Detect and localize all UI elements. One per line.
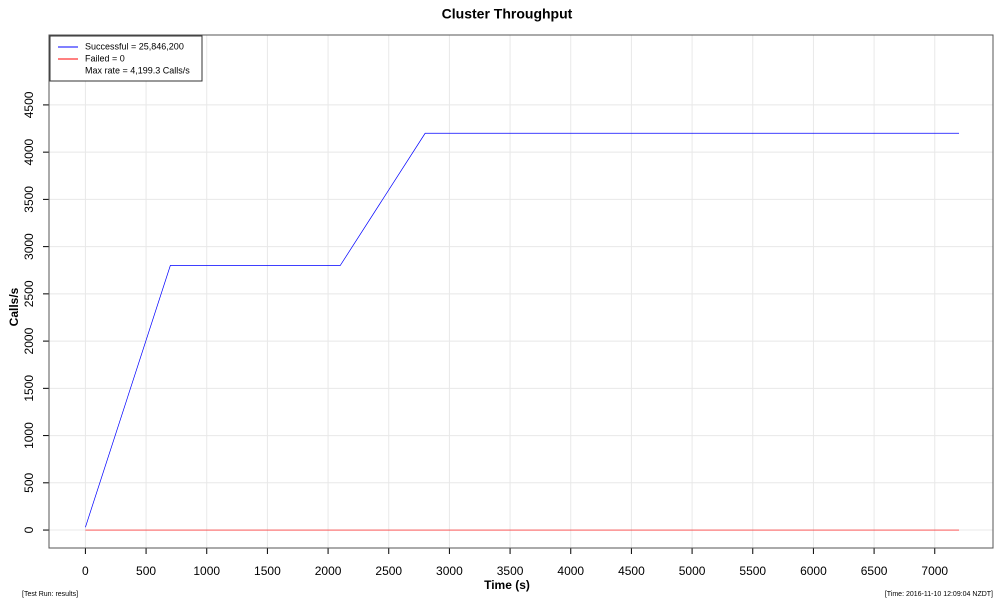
x-tick-label: 7000 bbox=[921, 564, 948, 578]
x-tick-label: 500 bbox=[136, 564, 156, 578]
y-tick-label: 2000 bbox=[22, 327, 36, 354]
x-tick-label: 4000 bbox=[557, 564, 584, 578]
x-tick-label: 6500 bbox=[861, 564, 888, 578]
y-tick-label: 3000 bbox=[22, 233, 36, 260]
chart-title: Cluster Throughput bbox=[442, 6, 573, 22]
y-tick-label: 3500 bbox=[22, 186, 36, 213]
legend-annotation: Max rate = 4,199.3 Calls/s bbox=[85, 65, 190, 75]
x-tick-label: 1000 bbox=[193, 564, 220, 578]
y-tick-label: 1500 bbox=[22, 375, 36, 402]
x-tick-label: 2000 bbox=[315, 564, 342, 578]
y-tick-label: 4000 bbox=[22, 138, 36, 165]
x-tick-label: 6000 bbox=[800, 564, 827, 578]
legend: Successful = 25,846,200 Failed = 0 Max rat… bbox=[49, 35, 203, 82]
x-tick-label: 3500 bbox=[497, 564, 524, 578]
x-axis-label: Time (s) bbox=[484, 578, 530, 592]
x-tick-label: 0 bbox=[82, 564, 89, 578]
x-tick-label: 4500 bbox=[618, 564, 645, 578]
footer-right: [Time: 2016-11-10 12:09:04 NZDT] bbox=[885, 591, 993, 598]
x-tick-label: 5500 bbox=[739, 564, 766, 578]
y-tick-label: 2500 bbox=[22, 280, 36, 307]
x-tick-label: 3000 bbox=[436, 564, 463, 578]
legend-label: Failed = 0 bbox=[85, 53, 125, 63]
x-tick-label: 5000 bbox=[679, 564, 706, 578]
x-tick-label: 1500 bbox=[254, 564, 281, 578]
series-line bbox=[85, 132, 960, 528]
y-axis-label: Calls/s bbox=[7, 287, 21, 326]
footer-left: [Test Run: results] bbox=[22, 591, 78, 598]
legend-label: Successful = 25,846,200 bbox=[85, 41, 184, 51]
y-tick-label: 0 bbox=[22, 526, 36, 533]
x-tick-label: 2500 bbox=[375, 564, 402, 578]
y-tick-label: 1000 bbox=[22, 422, 36, 449]
y-tick-label: 500 bbox=[22, 472, 36, 492]
y-tick-label: 4500 bbox=[22, 91, 36, 118]
plot-frame bbox=[48, 34, 994, 549]
